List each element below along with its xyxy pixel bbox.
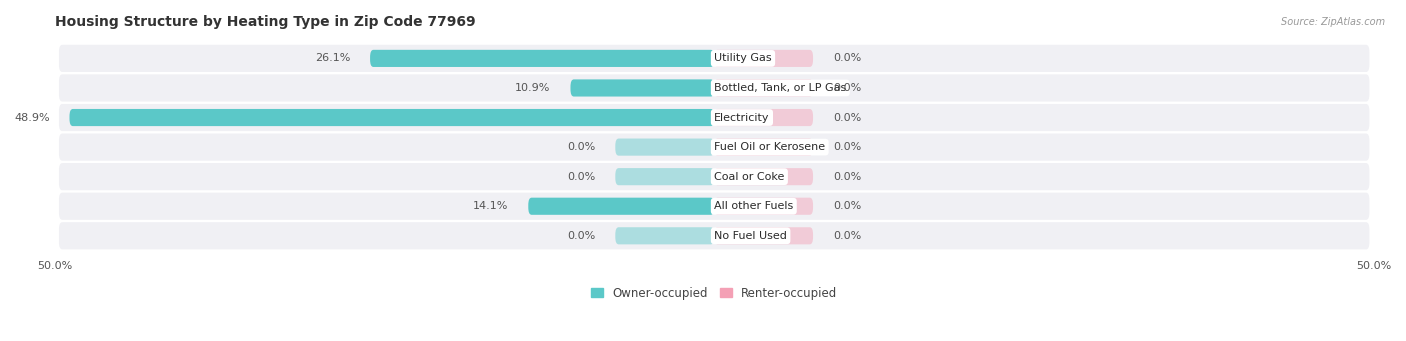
FancyBboxPatch shape bbox=[616, 227, 714, 244]
Text: 0.0%: 0.0% bbox=[832, 54, 860, 63]
Text: 0.0%: 0.0% bbox=[832, 142, 860, 152]
Text: Electricity: Electricity bbox=[714, 113, 769, 122]
FancyBboxPatch shape bbox=[714, 109, 813, 126]
FancyBboxPatch shape bbox=[616, 138, 714, 156]
Text: 26.1%: 26.1% bbox=[315, 54, 350, 63]
Text: Utility Gas: Utility Gas bbox=[714, 54, 772, 63]
FancyBboxPatch shape bbox=[59, 222, 1369, 249]
FancyBboxPatch shape bbox=[714, 138, 813, 156]
FancyBboxPatch shape bbox=[529, 198, 714, 215]
FancyBboxPatch shape bbox=[616, 168, 714, 185]
Text: 0.0%: 0.0% bbox=[832, 113, 860, 122]
Text: 0.0%: 0.0% bbox=[567, 172, 596, 182]
FancyBboxPatch shape bbox=[59, 74, 1369, 102]
FancyBboxPatch shape bbox=[59, 133, 1369, 161]
Text: 0.0%: 0.0% bbox=[832, 83, 860, 93]
Text: 0.0%: 0.0% bbox=[567, 231, 596, 241]
FancyBboxPatch shape bbox=[69, 109, 714, 126]
FancyBboxPatch shape bbox=[714, 198, 813, 215]
FancyBboxPatch shape bbox=[714, 50, 813, 67]
Text: All other Fuels: All other Fuels bbox=[714, 201, 793, 211]
Text: Source: ZipAtlas.com: Source: ZipAtlas.com bbox=[1281, 17, 1385, 27]
FancyBboxPatch shape bbox=[59, 193, 1369, 220]
FancyBboxPatch shape bbox=[59, 163, 1369, 190]
FancyBboxPatch shape bbox=[370, 50, 714, 67]
Text: 48.9%: 48.9% bbox=[14, 113, 49, 122]
FancyBboxPatch shape bbox=[59, 45, 1369, 72]
Text: 0.0%: 0.0% bbox=[832, 201, 860, 211]
Text: No Fuel Used: No Fuel Used bbox=[714, 231, 787, 241]
FancyBboxPatch shape bbox=[59, 104, 1369, 131]
FancyBboxPatch shape bbox=[714, 168, 813, 185]
Text: 0.0%: 0.0% bbox=[832, 172, 860, 182]
FancyBboxPatch shape bbox=[714, 79, 813, 97]
Legend: Owner-occupied, Renter-occupied: Owner-occupied, Renter-occupied bbox=[591, 286, 837, 300]
Text: 10.9%: 10.9% bbox=[516, 83, 551, 93]
FancyBboxPatch shape bbox=[714, 227, 813, 244]
Text: 0.0%: 0.0% bbox=[567, 142, 596, 152]
Text: 0.0%: 0.0% bbox=[832, 231, 860, 241]
Text: Bottled, Tank, or LP Gas: Bottled, Tank, or LP Gas bbox=[714, 83, 846, 93]
FancyBboxPatch shape bbox=[571, 79, 714, 97]
Text: Housing Structure by Heating Type in Zip Code 77969: Housing Structure by Heating Type in Zip… bbox=[55, 15, 475, 29]
Text: 14.1%: 14.1% bbox=[474, 201, 509, 211]
Text: Fuel Oil or Kerosene: Fuel Oil or Kerosene bbox=[714, 142, 825, 152]
Text: Coal or Coke: Coal or Coke bbox=[714, 172, 785, 182]
